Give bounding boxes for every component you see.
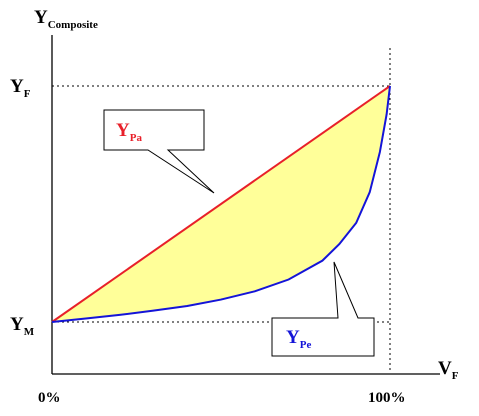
ypa-line xyxy=(51,85,391,323)
ypa-callout-label: YPa xyxy=(116,120,142,144)
y-tick-label-yf: YF xyxy=(10,76,31,100)
x-axis-label: VF xyxy=(438,358,459,382)
ype-curve xyxy=(51,85,391,323)
y-axis-label: YComposite xyxy=(34,7,98,31)
x-tick-label-100: 100% xyxy=(368,390,406,406)
y-tick-label-ym: YM xyxy=(10,314,35,338)
x-tick-label-0: 0% xyxy=(38,390,61,406)
ype-callout: YPe xyxy=(271,261,375,357)
ypa-callout: YPa xyxy=(103,109,215,194)
ype-callout-label: YPe xyxy=(286,327,311,351)
